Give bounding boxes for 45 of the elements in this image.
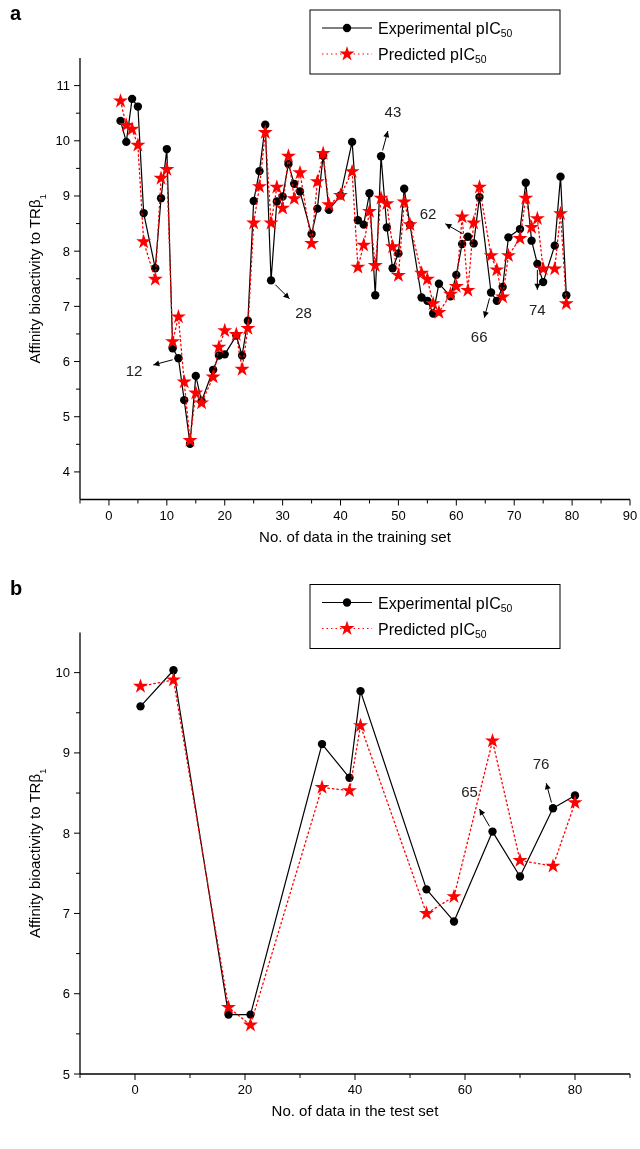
y-tick-label: 7 <box>62 298 70 314</box>
chart-title: a <box>10 2 22 24</box>
x-tick-label: 60 <box>457 1082 473 1097</box>
annotation: 74 <box>529 301 546 319</box>
x-tick-label: 20 <box>237 1082 253 1097</box>
annotation: 76 <box>532 755 550 773</box>
y-tick-label: 5 <box>62 1066 70 1082</box>
y-tick-label: 9 <box>62 745 70 761</box>
x-tick-label: 90 <box>622 507 638 523</box>
x-tick-label: 20 <box>217 507 232 523</box>
y-tick-label: 9 <box>62 188 70 204</box>
x-tick-label: 80 <box>564 507 580 523</box>
legend-label: Experimental pIC$_{50}$ <box>378 594 513 614</box>
annotation: 43 <box>384 103 402 121</box>
x-tick-label: 50 <box>391 507 406 523</box>
chart-title: b <box>10 576 23 599</box>
x-tick-label: 0 <box>105 507 113 523</box>
x-axis-title: No. of data in the test set <box>271 1102 440 1119</box>
y-tick-label: 5 <box>62 409 70 425</box>
annotation: 65 <box>461 783 478 801</box>
y-tick-label: 4 <box>62 464 70 480</box>
annotation: 12 <box>125 361 143 379</box>
y-tick-label: 6 <box>62 354 70 370</box>
annotation: 66 <box>470 328 488 346</box>
x-axis-title: No. of data in the training set <box>259 527 452 545</box>
y-tick-label: 10 <box>55 665 70 681</box>
legend-label: Predicted pIC$_{50}$ <box>378 45 487 65</box>
x-tick-label: 40 <box>347 1082 363 1097</box>
x-tick-label: 40 <box>333 507 348 523</box>
y-tick-label: 10 <box>55 133 70 149</box>
y-tick-label: 7 <box>62 905 70 921</box>
y-tick-label: 8 <box>62 243 70 259</box>
annotation: 28 <box>295 304 312 322</box>
x-tick-label: 60 <box>449 507 464 523</box>
x-tick-label: 0 <box>131 1082 139 1097</box>
legend-label: Predicted pIC$_{50}$ <box>378 620 487 640</box>
x-tick-label: 70 <box>506 507 522 523</box>
annotation: 62 <box>419 205 437 223</box>
legend-label: Experimental pIC$_{50}$ <box>378 19 513 39</box>
x-tick-label: 30 <box>275 507 290 523</box>
y-tick-label: 8 <box>62 825 70 841</box>
x-tick-label: 80 <box>567 1082 583 1097</box>
y-tick-label: 6 <box>62 986 70 1002</box>
x-tick-label: 10 <box>159 507 175 523</box>
y-tick-label: 11 <box>56 78 70 94</box>
